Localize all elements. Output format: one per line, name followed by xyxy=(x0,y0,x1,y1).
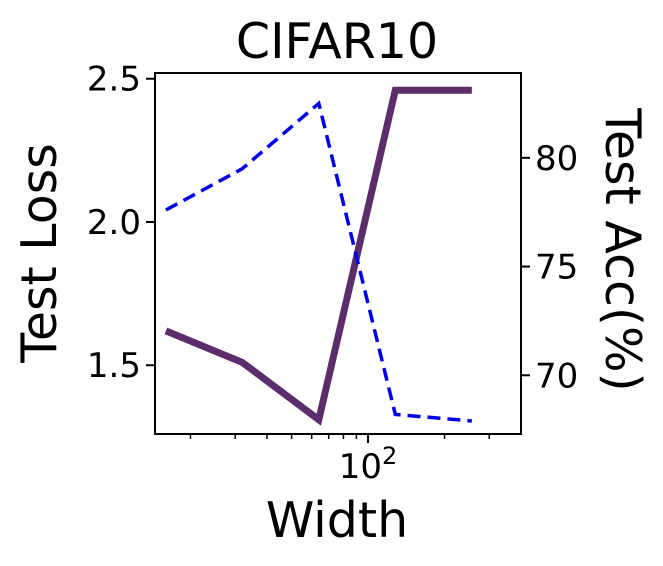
tick-layer: 1.5 2.0 2.5 70 75 80 102 xyxy=(87,60,578,487)
x-tick-label-exponent: 2 xyxy=(382,442,397,470)
y-right-tick-label: 70 xyxy=(535,356,578,396)
test-acc-line xyxy=(165,100,472,423)
x-tick-label: 102 xyxy=(339,442,398,487)
plot-frame xyxy=(154,72,522,435)
x-tick-label-base: 10 xyxy=(339,447,382,487)
y-left-tick-label: 2.5 xyxy=(87,60,141,100)
y-left-tick-label: 1.5 xyxy=(87,346,141,386)
test-loss-line xyxy=(164,86,472,426)
y-right-axis-label: Test Acc(%) xyxy=(594,107,651,391)
x-axis-label: Width xyxy=(266,492,408,549)
y-left-tick-label: 2.0 xyxy=(87,203,141,243)
series-layer xyxy=(164,86,472,426)
y-right-tick-label: 80 xyxy=(535,139,578,179)
y-right-tick-label: 75 xyxy=(535,248,578,288)
chart-title: CIFAR10 xyxy=(236,13,438,70)
y-left-axis-label: Test Loss xyxy=(11,143,68,364)
